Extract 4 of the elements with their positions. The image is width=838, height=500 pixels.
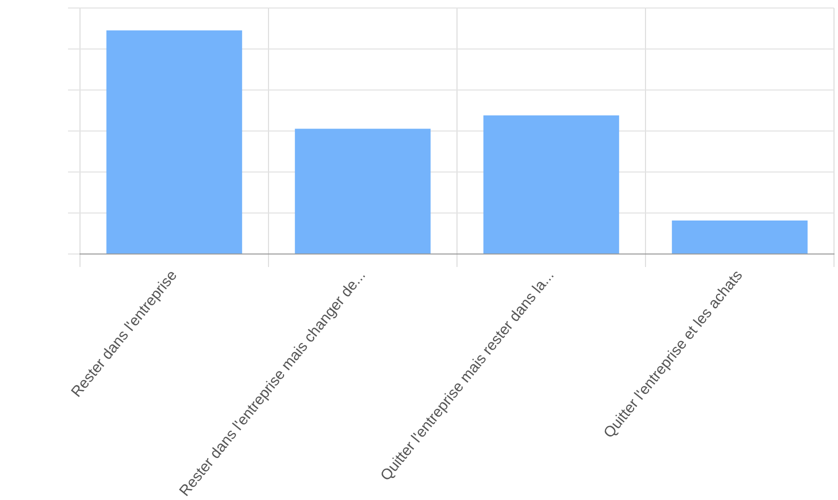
bar (672, 220, 808, 254)
bar (106, 30, 242, 254)
bar (483, 115, 620, 254)
bar (294, 128, 431, 254)
